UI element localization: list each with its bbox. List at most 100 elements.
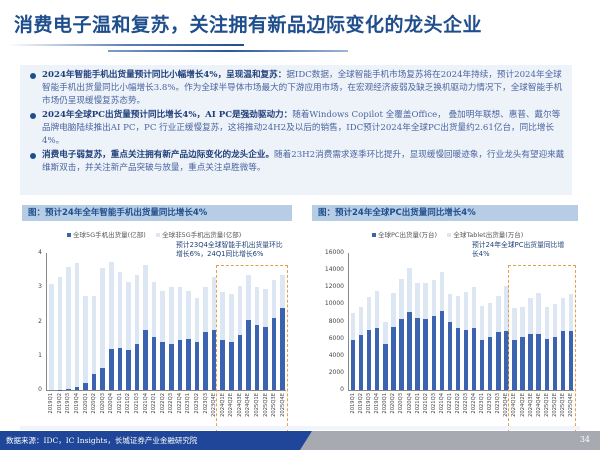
y-tick-label: 4000: [328, 351, 344, 359]
y-axis: [46, 253, 47, 390]
legend-label-pc: 全球PC出货量(万台): [378, 231, 438, 239]
x-tick-label: 2023Q3: [202, 393, 209, 414]
chart-legend: 全球5G手机出货量(亿部) 全球非5G手机出货量(亿部): [67, 229, 241, 239]
x-tick-label: 2020Q4: [406, 393, 413, 414]
bar-dark: [504, 330, 509, 390]
x-axis: [348, 390, 574, 391]
y-tick-label: 12000: [324, 283, 344, 291]
bar-dark: [512, 340, 517, 390]
bar-dark: [488, 336, 493, 390]
bar-light: [83, 295, 88, 390]
x-tick-label: 2020Q3: [99, 393, 106, 414]
bar-dark: [134, 343, 140, 390]
x-tick-label: 2023Q1: [185, 393, 192, 414]
x-tick-label: 2022Q2: [159, 393, 166, 414]
y-tick-label: 14000: [324, 266, 344, 274]
bar-dark: [160, 342, 166, 390]
bullet-body: 随着Windows Copilot 全覆盖Office， 叠加明年联想、惠普、戴…: [42, 110, 561, 146]
bar-dark: [366, 330, 372, 390]
y-tick-label: 3: [38, 283, 42, 291]
y-tick-label: 2000: [328, 368, 344, 376]
bar-light: [100, 268, 106, 390]
y-tick-label: 10000: [324, 300, 344, 308]
footer-right-band: 34: [300, 431, 600, 450]
bar-light: [57, 276, 63, 390]
x-tick-label: 2022Q3: [463, 393, 470, 414]
bar-dark: [383, 343, 388, 390]
x-tick-label: 2023Q3: [495, 393, 502, 414]
chart-annotation: 预计23Q4全球智能手机出货量环比增长6%，24Q1同比增长6%: [176, 241, 283, 258]
bar-dark: [220, 340, 226, 390]
bar-dark: [544, 338, 549, 390]
chart-banner: 图：预计24年全年智能手机出货量同比增长4%: [22, 205, 292, 221]
page-title: 消费电子温和复苏，关注拥有新品边际变化的龙头企业: [14, 14, 483, 36]
x-tick-label: 2021Q1: [414, 393, 421, 414]
y-tick-label: 1: [38, 351, 42, 359]
bar-dark: [423, 318, 428, 390]
bar-dark: [536, 333, 541, 390]
title-underline-2: [108, 50, 348, 52]
bar-dark: [237, 335, 243, 390]
x-tick-label: 2019Q3: [366, 393, 373, 414]
x-tick-label: 2019Q2: [56, 393, 63, 414]
x-tick-label: 2021Q4: [438, 393, 445, 414]
bar-dark: [407, 312, 412, 390]
bar-dark: [431, 316, 436, 390]
bullet-lead: 消费电子弱复苏，重点关注拥有新产品边际变化的龙头企业。: [42, 150, 275, 160]
bar-dark: [479, 340, 485, 390]
bar-dark: [83, 383, 88, 390]
legend-swatch-tablet: [447, 233, 452, 237]
bullet-dot-icon: [30, 153, 36, 159]
forecast-highlight-box: [508, 265, 576, 436]
bar-dark: [447, 321, 453, 390]
x-tick-label: 2020Q1: [382, 393, 389, 414]
bar-dark: [463, 330, 469, 390]
bar-dark: [151, 336, 157, 390]
bar-dark: [496, 331, 501, 390]
bar-dark: [203, 331, 208, 390]
x-tick-label: 2021Q1: [116, 393, 123, 414]
x-tick-label: 2021Q4: [142, 393, 149, 414]
chart-legend: 全球PC出货量(万台) 全球Tablet出货量(万台): [372, 229, 523, 239]
y-tick-label: 0: [38, 386, 42, 393]
legend-swatch-5g: [67, 233, 71, 237]
x-tick-label: 2020Q2: [91, 393, 98, 414]
bullet-body: 随着23H2消费需求逐季环比提升，显现缓慢回暖迹象，行业龙头有望迎来戴维斯双击，…: [42, 150, 565, 173]
bar-dark: [391, 326, 396, 390]
x-tick-label: 2019Q1: [48, 393, 55, 414]
bullet-body: 据IDC数据，全球智能手机市场复苏将在2024年持续，预计2024年全球智能手机…: [42, 70, 563, 106]
y-tick-label: 6000: [328, 334, 344, 342]
bar-light: [228, 294, 234, 390]
bar-dark: [254, 324, 260, 390]
x-tick-label: 2019Q2: [358, 393, 365, 414]
bar-dark: [74, 386, 80, 390]
y-tick-label: 4: [38, 249, 42, 256]
bar-dark: [211, 330, 217, 390]
bar-dark: [528, 333, 533, 390]
summary-bullet: 消费电子弱复苏，重点关注拥有新产品边际变化的龙头企业。随着23H2消费需求逐季环…: [30, 149, 566, 175]
bar-light: [168, 287, 174, 390]
legend-label-5g: 全球5G手机出货量(亿部): [73, 231, 146, 239]
y-tick-label: 8000: [328, 317, 344, 325]
source-note: 数据来源：IDC，IC Insights，长城证券产业金融研究院: [6, 436, 198, 445]
bar-dark: [560, 330, 566, 390]
bar-light: [151, 282, 157, 390]
bar-dark: [228, 342, 234, 390]
x-tick-label: 2019Q3: [65, 393, 72, 414]
legend-swatch-pc: [372, 233, 376, 237]
bullet-dot-icon: [30, 73, 36, 79]
x-axis: [46, 390, 286, 391]
plot-area: 4 3 2 1 0 2019Q1 2019Q2 2019Q3 2019Q4 2020Q1 2020Q…: [38, 249, 286, 417]
bar-light: [66, 266, 71, 390]
title-underline-1: [8, 44, 244, 46]
x-tick-label: 2019Q4: [374, 393, 381, 414]
bar-light: [74, 263, 80, 390]
legend-label-non5g: 全球非5G手机出货量(亿部): [162, 231, 242, 239]
bar-light: [160, 290, 166, 390]
x-tick-label: 2020Q3: [398, 393, 405, 414]
bar-dark: [271, 318, 277, 390]
bar-dark: [177, 340, 183, 390]
bar-light: [48, 283, 54, 390]
x-tick-label: 2021Q2: [125, 393, 132, 414]
bar-dark: [246, 319, 251, 390]
